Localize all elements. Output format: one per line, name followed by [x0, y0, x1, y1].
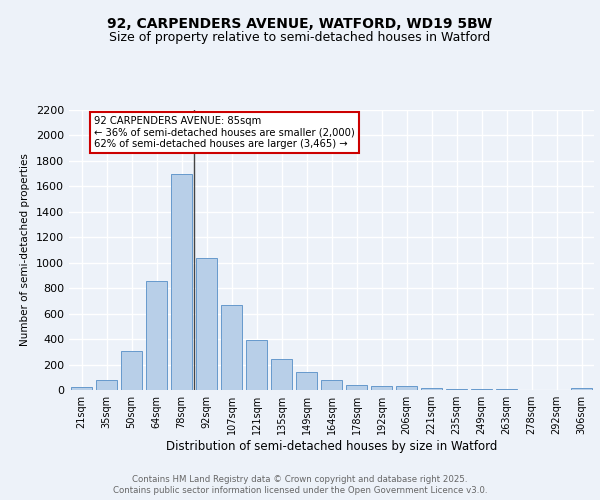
Bar — [271, 359, 292, 390]
Bar — [346, 385, 367, 390]
Y-axis label: Number of semi-detached properties: Number of semi-detached properties — [20, 154, 31, 346]
X-axis label: Distribution of semi-detached houses by size in Watford: Distribution of semi-detached houses by … — [166, 440, 497, 453]
Bar — [446, 388, 467, 390]
Text: Contains HM Land Registry data © Crown copyright and database right 2025.: Contains HM Land Registry data © Crown c… — [132, 475, 468, 484]
Text: 92, CARPENDERS AVENUE, WATFORD, WD19 5BW: 92, CARPENDERS AVENUE, WATFORD, WD19 5BW — [107, 18, 493, 32]
Bar — [371, 386, 392, 390]
Text: Size of property relative to semi-detached houses in Watford: Size of property relative to semi-detach… — [109, 31, 491, 44]
Bar — [421, 388, 442, 390]
Bar — [396, 386, 417, 390]
Bar — [221, 304, 242, 390]
Bar — [96, 380, 117, 390]
Text: Contains public sector information licensed under the Open Government Licence v3: Contains public sector information licen… — [113, 486, 487, 495]
Bar — [296, 372, 317, 390]
Bar — [246, 340, 267, 390]
Bar — [196, 258, 217, 390]
Bar — [146, 280, 167, 390]
Bar — [321, 380, 342, 390]
Text: 92 CARPENDERS AVENUE: 85sqm
← 36% of semi-detached houses are smaller (2,000)
62: 92 CARPENDERS AVENUE: 85sqm ← 36% of sem… — [94, 116, 355, 149]
Bar — [71, 388, 92, 390]
Bar — [171, 174, 192, 390]
Bar — [571, 388, 592, 390]
Bar — [121, 350, 142, 390]
